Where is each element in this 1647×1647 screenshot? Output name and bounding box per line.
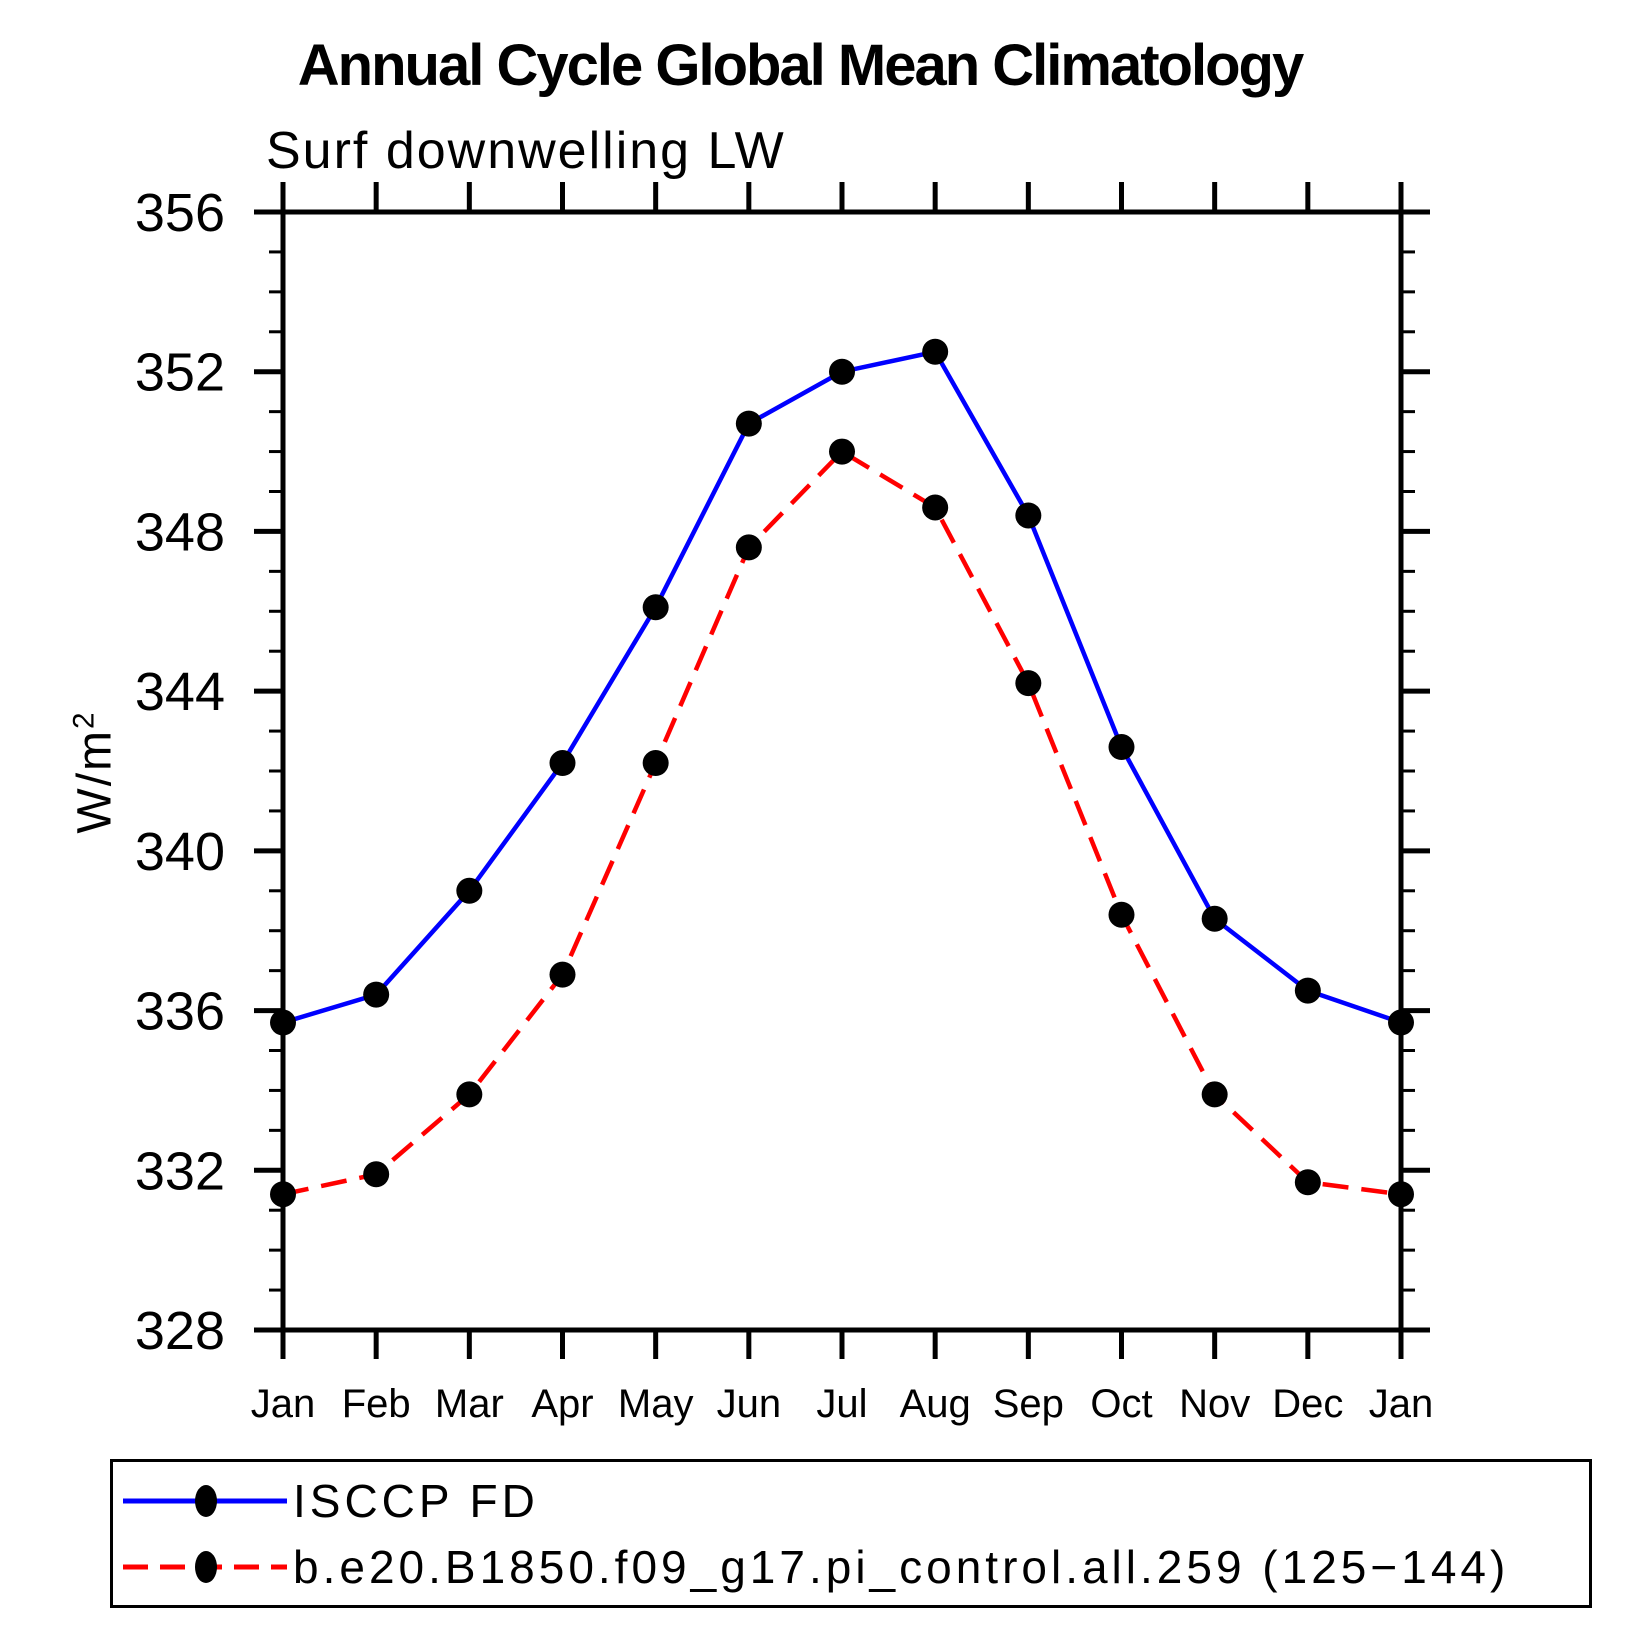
y-tick-label: 332 — [135, 1141, 225, 1201]
chart-subtitle: Surf downwelling LW — [266, 122, 786, 180]
x-tick-label: Feb — [342, 1382, 411, 1426]
legend-swatch-obs-line-marker — [123, 1484, 287, 1517]
data-point-marker — [1108, 734, 1135, 761]
data-point-marker — [270, 1181, 296, 1208]
data-point-marker — [1388, 1181, 1414, 1208]
data-point-marker — [1388, 1009, 1414, 1036]
data-point-marker — [363, 1161, 390, 1188]
legend-marker-sample — [195, 1550, 217, 1583]
data-point-marker — [1015, 670, 1042, 697]
x-tick-label: Jan — [1369, 1382, 1434, 1426]
data-point-marker — [270, 1009, 296, 1036]
x-tick-label: May — [618, 1382, 694, 1426]
y-tick-label: 344 — [135, 662, 225, 722]
x-axis-ticks — [280, 182, 1404, 1359]
data-point-marker — [363, 981, 390, 1008]
data-point-marker — [1201, 1081, 1228, 1108]
legend-label-obs: ISCCP FD — [293, 1474, 539, 1527]
data-point-marker — [1108, 901, 1135, 928]
x-tick-label: Jul — [816, 1382, 867, 1426]
legend-marker-sample — [195, 1484, 217, 1517]
y-tick-label: 328 — [135, 1301, 225, 1361]
series-markers-0 — [270, 338, 1414, 1036]
y-tick-label: 340 — [135, 822, 225, 882]
data-point-marker — [922, 338, 949, 365]
data-point-marker — [1294, 1169, 1321, 1196]
data-point-marker — [829, 358, 855, 385]
data-point-marker — [1015, 502, 1042, 529]
data-point-marker — [922, 494, 949, 521]
data-point-marker — [642, 594, 669, 621]
data-point-marker — [1201, 905, 1228, 932]
legend-entry-model: b.e20.B1850.f09_g17.pi_control.all.259 (… — [119, 1540, 1589, 1593]
data-point-marker — [829, 438, 855, 465]
legend-swatch-model-line-marker — [123, 1550, 287, 1583]
y-tick-label: 348 — [135, 502, 225, 562]
x-tick-label: Oct — [1090, 1382, 1152, 1426]
data-point-marker — [735, 534, 762, 561]
data-point-marker — [642, 750, 669, 777]
series-markers-1 — [270, 438, 1414, 1208]
data-point-marker — [735, 410, 762, 437]
x-tick-label: Sep — [993, 1382, 1064, 1426]
x-tick-label: Nov — [1179, 1382, 1250, 1426]
series-line-1 — [282, 448, 1402, 1197]
x-tick-label: Mar — [435, 1382, 504, 1426]
x-tick-label: Jan — [251, 1382, 316, 1426]
x-tick-label: Apr — [531, 1382, 593, 1426]
data-point-marker — [549, 961, 576, 988]
x-tick-label: Jun — [717, 1382, 782, 1426]
data-point-marker — [1294, 977, 1321, 1004]
x-tick-label: Aug — [900, 1382, 971, 1426]
y-axis-ticks — [254, 209, 1430, 1333]
data-point-marker — [456, 877, 483, 904]
data-point-marker — [549, 750, 576, 777]
legend-label-model: b.e20.B1850.f09_g17.pi_control.all.259 (… — [293, 1540, 1510, 1593]
chart-title: Annual Cycle Global Mean Climatology — [297, 33, 1304, 98]
y-tick-label: 356 — [135, 183, 225, 243]
legend-entry-obs: ISCCP FD — [119, 1474, 1589, 1527]
x-tick-label: Dec — [1272, 1382, 1343, 1426]
x-axis-tick-labels: Jan Feb Mar Apr May Jun Jul Aug Sep Oct Nov Dec Jan — [251, 1382, 1434, 1426]
legend-box: ISCCP FD b.e20.B1850.f09_g17.pi_control.… — [110, 1459, 1592, 1608]
data-point-marker — [456, 1081, 483, 1108]
y-axis-tick-labels: 328 332 336 340 344 348 352 356 — [135, 183, 225, 1361]
y-tick-label: 336 — [135, 982, 225, 1042]
y-tick-label: 352 — [135, 343, 225, 403]
